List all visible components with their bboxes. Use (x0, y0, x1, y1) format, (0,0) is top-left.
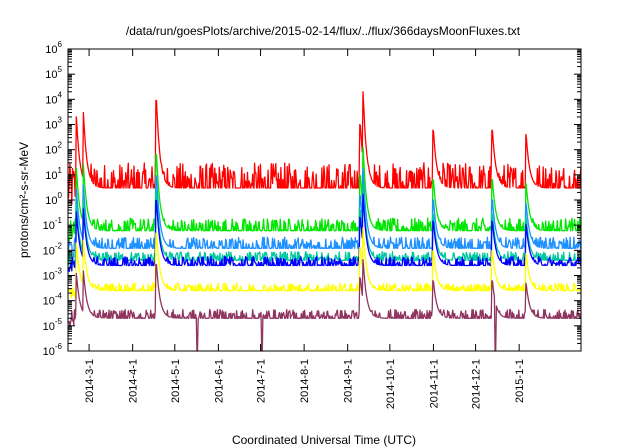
series-line (67, 146, 582, 244)
y-tick-label: 105 (45, 65, 62, 81)
y-tick-label: 104 (45, 90, 62, 106)
y-tick-label: 102 (45, 141, 62, 157)
series-layer (67, 91, 582, 352)
series-line (67, 193, 582, 273)
x-tick-label: 2014-12-1 (471, 359, 483, 409)
x-tick-label: 2014-7-1 (256, 359, 268, 403)
x-tick-label: 2015-1-1 (514, 359, 526, 403)
y-tick-label: 10-3 (43, 267, 63, 283)
chart-title: /data/run/goesPlots/archive/2015-02-14/f… (126, 24, 521, 38)
y-tick-label: 10-2 (43, 241, 63, 257)
series-line (67, 91, 582, 206)
series-line (67, 184, 582, 268)
plot-frame (67, 48, 582, 352)
x-tick-label: 2014-11-1 (428, 359, 440, 408)
y-tick-label: 10-4 (43, 292, 63, 308)
x-tick-label: 2014-3-1 (84, 359, 96, 403)
y-tick-label: 101 (45, 166, 62, 182)
x-tick-label: 2014-5-1 (170, 359, 182, 403)
series-line (67, 259, 582, 352)
y-tick-label: 100 (45, 191, 62, 207)
y-tick-label: 10-1 (43, 216, 63, 232)
x-axis-label: Coordinated Universal Time (UTC) (232, 433, 416, 447)
x-tick-label: 2014-6-1 (213, 359, 225, 403)
x-tick-label: 2014-9-1 (343, 359, 355, 403)
y-tick-label: 10-6 (43, 342, 63, 358)
y-axis: 10-6 10-5 10-4 10-3 10-2 10-1 100 101 102 103 104 1… (43, 40, 581, 358)
series-line (67, 227, 582, 299)
y-tick-label: 106 (45, 40, 62, 56)
x-tick-label: 2014-10-1 (385, 359, 397, 409)
x-tick-label: 2014-8-1 (299, 359, 311, 403)
series-line (67, 168, 582, 258)
y-axis-label: protons/cm²-s-sr-MeV (17, 142, 31, 258)
x-tick-label: 2014-4-1 (128, 359, 140, 403)
y-tick-label: 103 (45, 116, 62, 132)
x-axis: 2014-3-1 2014-4-1 2014-5-1 2014-6-1 2014-7-1… (84, 49, 526, 409)
y-tick-label: 10-5 (43, 317, 63, 333)
